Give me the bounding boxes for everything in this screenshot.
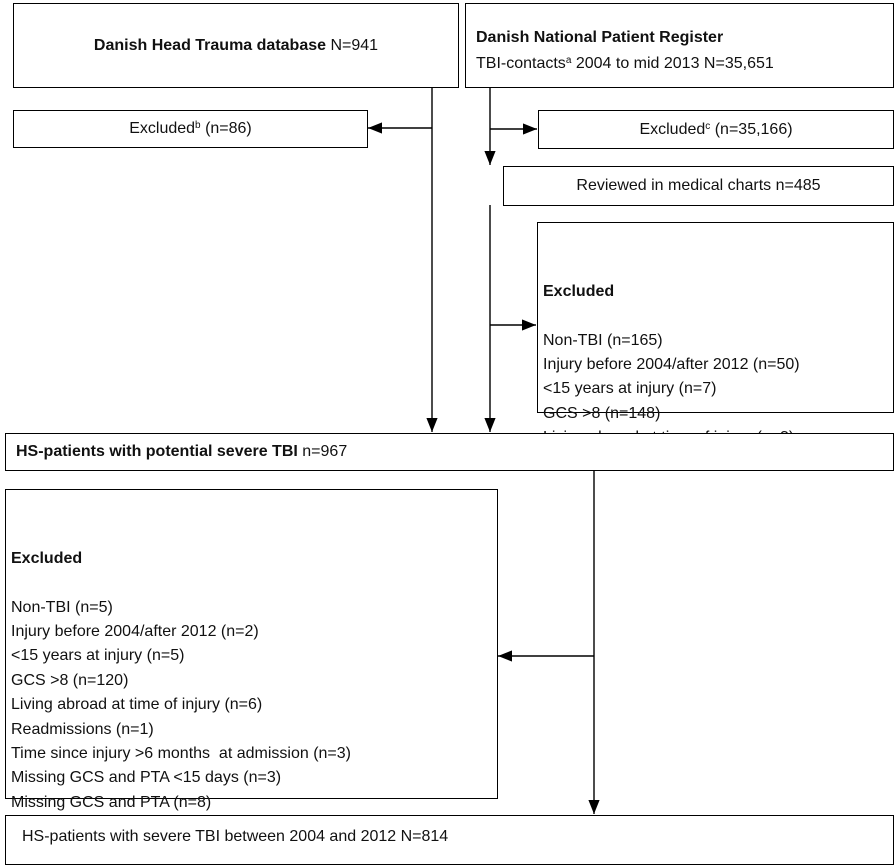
box-text: HS-patients with severe TBI between 2004… — [22, 828, 449, 845]
list-item: Missing GCS and PTA (n=8) — [11, 793, 212, 811]
box-count: (n=35,166) — [714, 120, 793, 138]
excluded-charts-box: Excluded Non-TBI (n=165) Injury before 20… — [537, 222, 894, 446]
footnote-mark: a — [565, 55, 572, 66]
box-title: Danish National Patient Register — [476, 29, 724, 46]
list-item: Injury before 2004/after 2012 (n=50) — [543, 356, 800, 374]
head-trauma-box: Danish Head Trauma database N=941 — [13, 3, 459, 88]
footnote-mark: b — [195, 120, 201, 131]
box-text: 2004 to mid 2013 N=35,651 — [575, 55, 774, 72]
excluded-c-box: Excludedc (n=35,166) — [538, 110, 894, 149]
list-item: <15 years at injury (n=7) — [543, 380, 717, 398]
reviewed-box: Reviewed in medical charts n=485 — [503, 166, 894, 206]
list-item: Injury before 2004/after 2012 (n=2) — [11, 623, 259, 641]
box-text: TBI-contacts — [476, 55, 566, 72]
footnote-mark: c — [705, 120, 711, 132]
list-item: GCS >8 (n=120) — [11, 671, 129, 689]
box-text: Excluded — [129, 120, 196, 137]
box-title: Danish Head Trauma database — [93, 36, 327, 54]
excluded-b-box: Excludedb (n=86) — [13, 110, 368, 148]
list-item: Living abroad at time of injury (n=6) — [11, 696, 263, 714]
potential-box: HS-patients with potential severe TBI n=… — [5, 433, 894, 471]
box-title: Excluded — [543, 282, 615, 300]
list-item: Non-TBI (n=5) — [11, 598, 113, 616]
box-title: Excluded — [11, 549, 83, 567]
excluded-potential-box: Excluded Non-TBI (n=5) Injury before 2004… — [5, 489, 498, 811]
list-item: Time since injury >6 months at admission… — [11, 745, 351, 763]
box-text: Excluded — [639, 120, 706, 138]
box-title: HS-patients with potential severe TBI — [16, 443, 298, 460]
list-item: GCS >8 (n=148) — [543, 404, 661, 422]
box-count: (n=86) — [205, 120, 252, 137]
list-item: Missing GCS and PTA <15 days (n=3) — [11, 769, 282, 787]
final-box: HS-patients with severe TBI between 2004… — [5, 815, 894, 865]
list-item: <15 years at injury (n=5) — [11, 647, 185, 665]
box-text: Reviewed in medical charts n=485 — [576, 177, 821, 194]
box-count: N=941 — [330, 36, 379, 54]
list-item: Non-TBI (n=165) — [543, 331, 663, 349]
npr-box: Danish National Patient Register TBI-con… — [465, 3, 894, 88]
list-item: Readmissions (n=1) — [11, 720, 154, 738]
box-count: n=967 — [302, 443, 348, 460]
